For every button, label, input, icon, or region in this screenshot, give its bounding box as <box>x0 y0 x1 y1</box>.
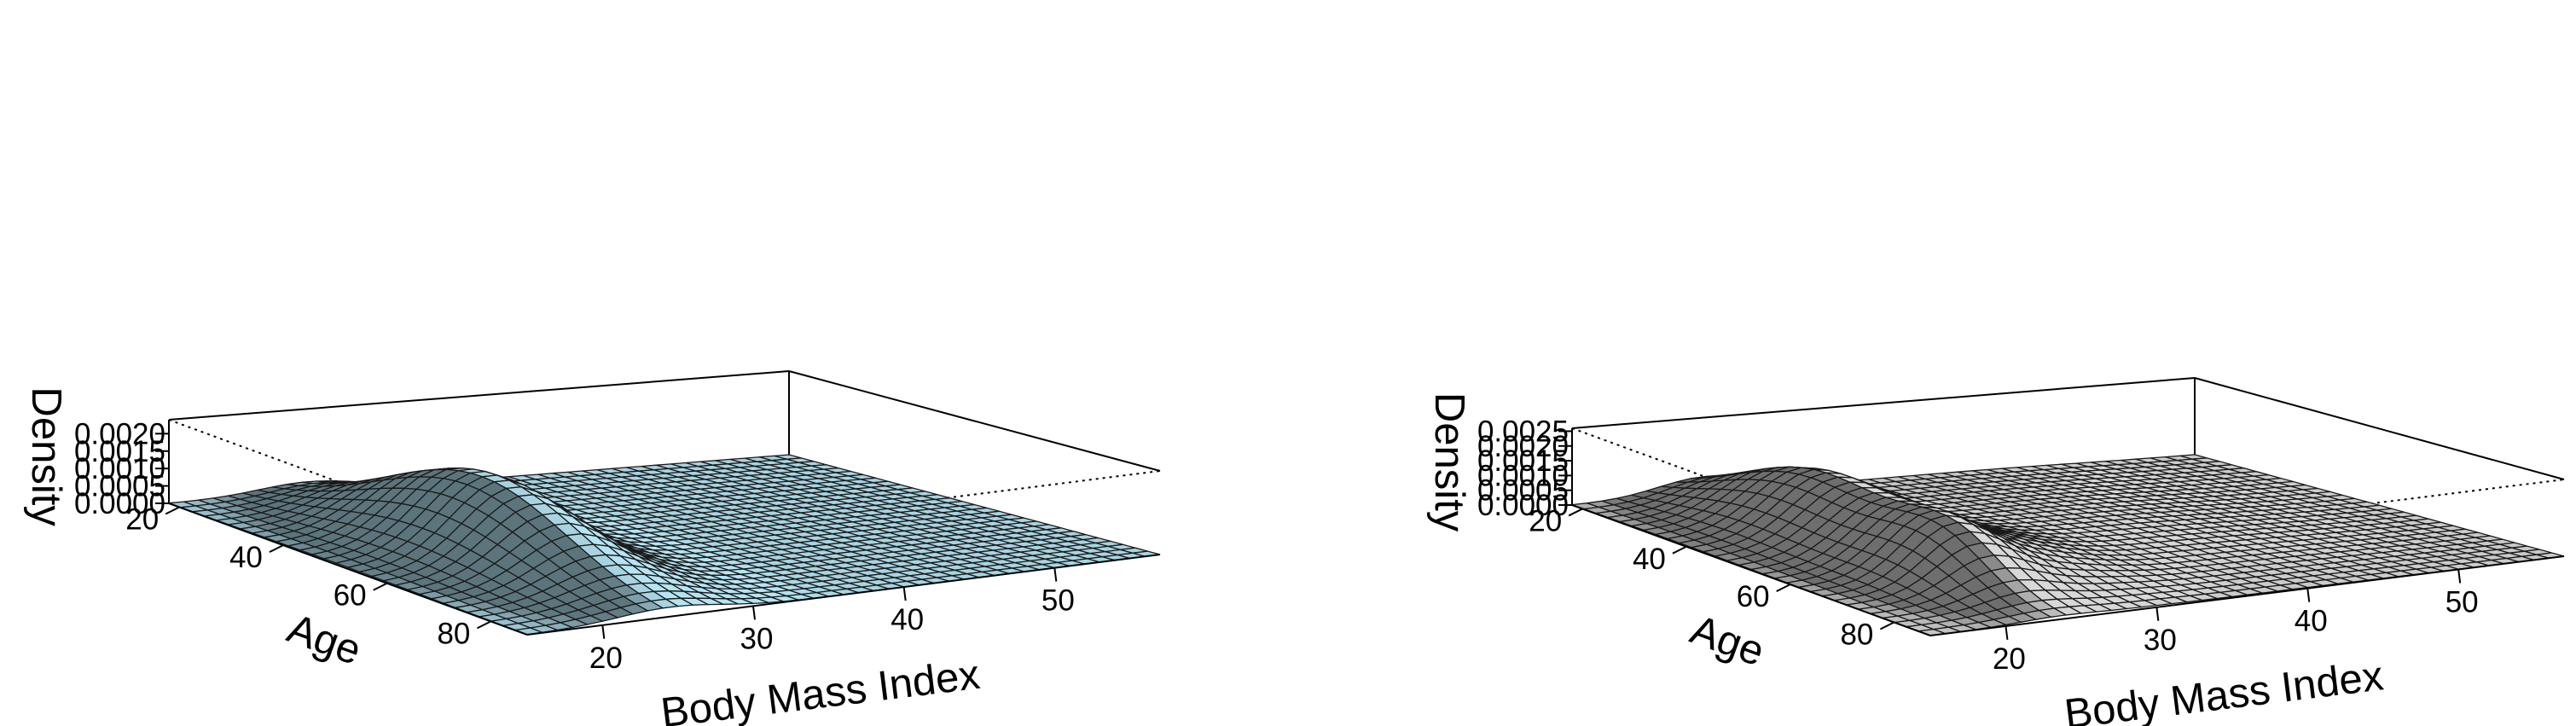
density-tick-label: 0.0010 <box>1477 459 1569 492</box>
bmi-tick-label: 30 <box>740 622 774 655</box>
density-tick-label: 0.0020 <box>74 417 165 450</box>
density-tick-label: 0.0020 <box>1477 430 1569 463</box>
bmi-tick-label: 20 <box>1993 642 2026 676</box>
age-tick-mark <box>165 506 180 515</box>
bmi-tick-mark <box>601 624 606 639</box>
density-axis-title: Density <box>23 386 69 526</box>
density-axis-title: Density <box>1426 392 1472 532</box>
age-axis: 20 40 60 80 <box>125 502 491 650</box>
age-tick-label: 40 <box>229 541 263 574</box>
age-tick-label: 40 <box>1633 543 1666 576</box>
age-tick-mark <box>476 620 491 630</box>
chart-panel-left: 0.0000 0.0005 0.0010 0.0015 0.0020 Density 20 4… <box>23 370 1161 726</box>
chart-panel-right: 0.0000 0.0005 0.0010 0.0015 0.0020 0.0025 Dens… <box>1406 0 2576 726</box>
bmi-tick-mark <box>1053 567 1058 582</box>
age-axis: 20 40 60 80 <box>1529 504 1894 651</box>
bmi-tick-mark <box>2457 569 2462 584</box>
bmi-tick-label: 40 <box>891 603 924 636</box>
bmi-tick-label: 50 <box>2445 586 2479 619</box>
density-tick-label: 0.0015 <box>1477 444 1569 478</box>
bmi-tick-mark <box>2306 588 2311 602</box>
density-tick-label: 0.0000 <box>1477 489 1569 522</box>
box-edge-top-front-dotted <box>1571 427 1931 560</box>
age-tick-label: 20 <box>125 502 159 536</box>
box-edge-back-top <box>168 370 790 421</box>
density-tick-label: 0.0010 <box>74 452 165 485</box>
bmi-axis-title: Body Mass Index <box>659 652 983 726</box>
bmi-tick-mark <box>902 586 907 601</box>
box-edge-right-top <box>2194 377 2565 480</box>
density-surface <box>1571 454 2565 636</box>
density-tick-label: 0.0005 <box>74 470 165 503</box>
age-tick-label: 80 <box>1840 618 1873 651</box>
surface-plot-right: 0.00000.00050.00100.00150.00200.0025Dens… <box>1426 377 2565 726</box>
age-axis-title: Age <box>1685 607 1770 676</box>
age-axis-title: Age <box>281 606 367 675</box>
age-tick-mark <box>1776 584 1791 593</box>
age-tick-label: 60 <box>1737 580 1770 613</box>
box-edge-right-top <box>788 370 1161 472</box>
density-surface <box>168 454 1161 636</box>
bmi-axis-title: Body Mass Index <box>2062 653 2386 726</box>
bmi-tick-label: 20 <box>589 642 623 675</box>
bmi-tick-label: 40 <box>2295 605 2328 638</box>
density-tick-label: 0.0025 <box>1477 415 1569 448</box>
bmi-tick-mark <box>2155 607 2160 621</box>
age-tick-label: 60 <box>334 579 367 613</box>
age-tick-mark <box>1879 621 1894 630</box>
bmi-axis: 20 30 40 50 <box>589 567 1075 675</box>
age-tick-label: 20 <box>1529 504 1562 537</box>
density-tick-label: 0.0005 <box>1477 474 1569 508</box>
density-tick-label: 0.0000 <box>74 487 165 520</box>
box-edge-back-top <box>1571 377 2196 429</box>
age-tick-mark <box>1672 545 1687 555</box>
bmi-axis: 20 30 40 50 <box>1993 569 2479 676</box>
age-tick-mark <box>269 544 284 553</box>
box-edge-age-axis <box>168 502 528 636</box>
bmi-tick-mark <box>2005 625 2009 641</box>
density-tick-label: 0.0015 <box>74 435 165 468</box>
bmi-tick-mark <box>752 606 756 620</box>
age-tick-mark <box>373 582 388 591</box>
age-tick-mark <box>1568 508 1583 517</box>
box-edge-age-axis <box>1571 504 1931 636</box>
bmi-tick-label: 50 <box>1041 584 1075 618</box>
age-tick-label: 80 <box>437 617 470 650</box>
bmi-tick-label: 30 <box>2144 624 2177 657</box>
box-edge-top-front-dotted <box>168 419 528 552</box>
